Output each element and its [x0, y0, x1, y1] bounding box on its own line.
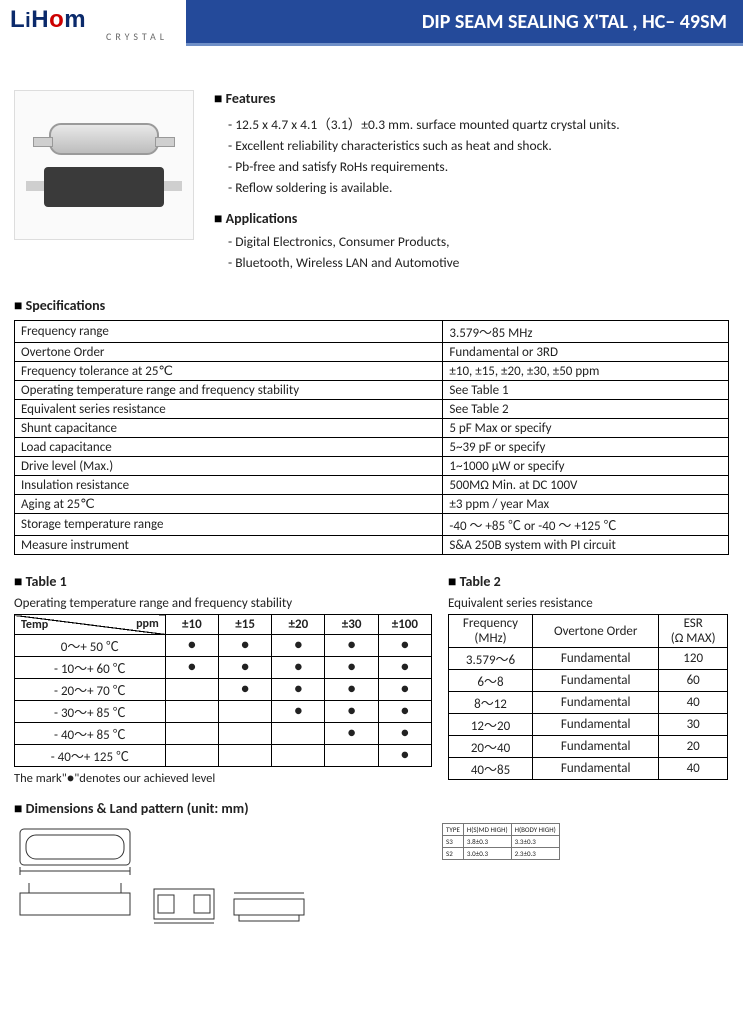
application-item: Digital Electronics, Consumer Products, [228, 233, 729, 250]
table1-row: 0～+ 50 ℃●●●●● [15, 635, 432, 657]
table1: ppmTemp±10±15±20±30±1000～+ 50 ℃●●●●●- 10… [14, 614, 432, 767]
logo-subtext: CRYSTAL [10, 30, 168, 43]
table2-caption: Equivalent series resistance [448, 596, 728, 611]
features-heading: Features [214, 90, 729, 107]
application-item: Bluetooth, Wireless LAN and Automotive [228, 254, 729, 271]
features-list: 12.5 x 4.7 x 4.1（3.1）±0.3 mm. surface mo… [214, 113, 729, 196]
dimensions-type-table: TYPEH(S)MD HIGH)H(BODY HIGH)S33.8±0.33.3… [442, 823, 560, 860]
table1-heading: Table 1 [14, 573, 432, 590]
product-image [14, 90, 194, 240]
logo-text: LiHom [10, 8, 176, 32]
table2-heading: Table 2 [448, 573, 728, 590]
table1-row: - 30～+ 85 ℃●●● [15, 701, 432, 723]
table1-row: - 40～+ 125 ℃● [15, 745, 432, 767]
table1-row: - 10～+ 60 ℃●●●●● [15, 657, 432, 679]
logo: LiHom CRYSTAL [0, 0, 186, 46]
table2-row: 8～12Fundamental40 [449, 692, 728, 714]
table1-row: - 20～+ 70 ℃●●●● [15, 679, 432, 701]
feature-item: Excellent reliability characteristics su… [228, 137, 729, 154]
feature-item: 12.5 x 4.7 x 4.1（3.1）±0.3 mm. surface mo… [228, 113, 729, 133]
title-bar: DIP SEAM SEALING X'TAL , HC– 49SM [186, 0, 743, 46]
spec-row: Storage temperature range-40 ～ +85 ℃ or … [15, 514, 729, 536]
table1-note: The mark"●"denotes our achieved level [14, 771, 432, 786]
page-title: DIP SEAM SEALING X'TAL , HC– 49SM [422, 10, 727, 34]
feature-item: Reflow soldering is available. [228, 179, 729, 196]
dimensions-drawing [14, 823, 434, 933]
spec-row: Measure instrumentS&A 250B system with P… [15, 536, 729, 555]
table2-row: 3.579～6Fundamental120 [449, 648, 728, 670]
spec-row: Frequency range3.579～85 MHz [15, 321, 729, 343]
spec-row: Frequency tolerance at 25℃±10, ±15, ±20,… [15, 362, 729, 381]
specifications-table: Frequency range3.579～85 MHzOvertone Orde… [14, 320, 729, 555]
spec-row: Overtone OrderFundamental or 3RD [15, 343, 729, 362]
spec-row: Equivalent series resistanceSee Table 2 [15, 400, 729, 419]
table2-row: 12～20Fundamental30 [449, 714, 728, 736]
spec-row: Shunt capacitance5 pF Max or specify [15, 419, 729, 438]
spec-row: Operating temperature range and frequenc… [15, 381, 729, 400]
table2-row: 40～85Fundamental40 [449, 758, 728, 780]
applications-heading: Applications [214, 210, 729, 227]
table1-caption: Operating temperature range and frequenc… [14, 596, 432, 611]
table2-row: 6～8Fundamental60 [449, 670, 728, 692]
specifications-heading: Specifications [14, 297, 729, 314]
table1-row: - 40～+ 85 ℃●● [15, 723, 432, 745]
table2-row: 20～40Fundamental20 [449, 736, 728, 758]
spec-row: Load capacitance5~39 pF or specify [15, 438, 729, 457]
applications-list: Digital Electronics, Consumer Products, B… [214, 233, 729, 271]
feature-item: Pb-free and satisfy RoHs requirements. [228, 158, 729, 175]
table2: Frequency(MHz)Overtone OrderESR(Ω MAX)3.… [448, 614, 728, 780]
dimensions-heading: Dimensions & Land pattern (unit: mm) [14, 800, 729, 817]
spec-row: Aging at 25℃±3 ppm / year Max [15, 495, 729, 514]
spec-row: Drive level (Max.)1~1000 μW or specify [15, 457, 729, 476]
spec-row: Insulation resistance500MΩ Min. at DC 10… [15, 476, 729, 495]
page-header: LiHom CRYSTAL DIP SEAM SEALING X'TAL , H… [0, 0, 743, 46]
